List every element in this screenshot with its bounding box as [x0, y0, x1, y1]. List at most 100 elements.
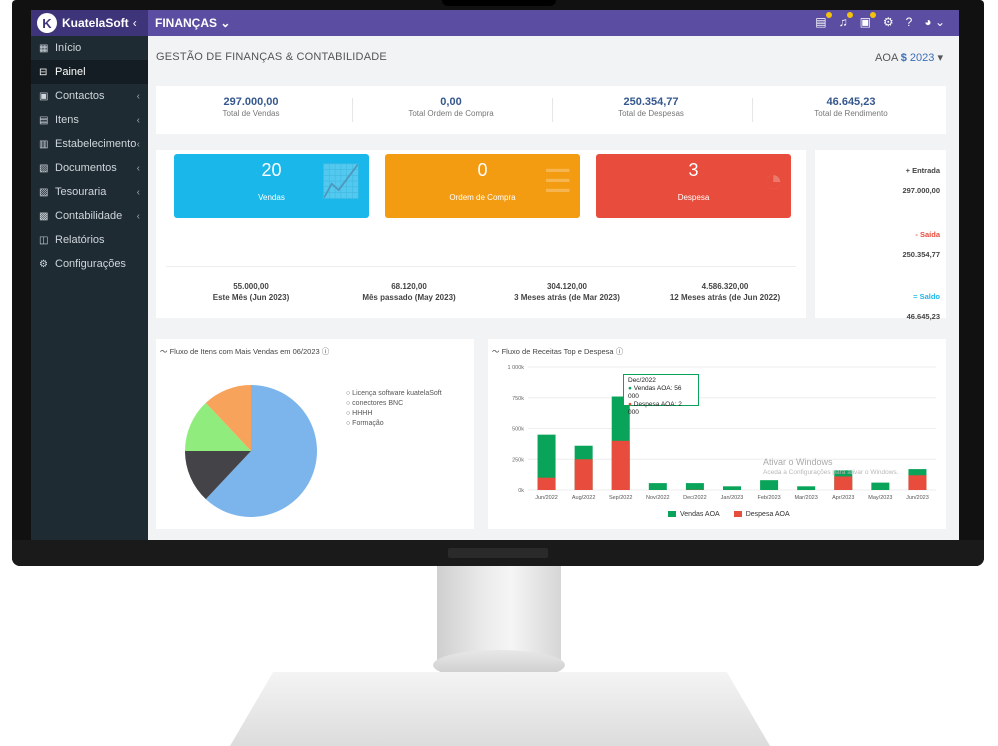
stat-label: Total de Vendas [222, 109, 280, 118]
bar-expense[interactable] [537, 477, 556, 490]
sidebar-item-documentos[interactable]: ▧ Documentos ‹ [31, 156, 148, 180]
sidebar-item-estabelecimento[interactable]: ▥ Estabelecimento ‹ [31, 132, 148, 156]
pie-legend-item[interactable]: ○ Formação [346, 420, 384, 427]
sidebar-item-itens[interactable]: ▤ Itens ‹ [31, 108, 148, 132]
bar-expense[interactable] [611, 440, 630, 490]
sidebar-item-label: Contabilidade [55, 210, 123, 222]
x-tick-label: Feb/2023 [757, 495, 780, 501]
x-tick-label: Jun/2023 [906, 495, 929, 501]
sidebar-item-relatorios[interactable]: ◫ Relatórios [31, 228, 148, 252]
sales-card[interactable]: 20 Vendas 📈 [174, 154, 369, 218]
bar-legend: Vendas AOA Despesa AOA [668, 511, 790, 518]
module-label: FINANÇAS [155, 16, 217, 30]
bar-sales[interactable] [871, 482, 890, 490]
chevron-down-icon: ⌄ [220, 16, 231, 30]
chevron-left-icon: ‹ [136, 90, 140, 102]
help-icon[interactable]: ? [905, 15, 913, 29]
x-tick-label: Dec/2022 [683, 495, 707, 501]
bar-expense[interactable] [574, 459, 593, 490]
sidebar-item-inicio[interactable]: ▦ Início [31, 36, 148, 60]
bar-chart-panel: 〜 Fluxo de Receitas Top e Despesa ⓘ 0k 25… [488, 339, 946, 529]
tasks-icon[interactable]: ▣ [860, 12, 876, 29]
stat-purchase-orders: 0,00 Total Ordem de Compra [356, 96, 546, 118]
stat-sales: 297.000,00 Total de Vendas [156, 96, 346, 118]
inflow-value: 297.000,00 [902, 186, 940, 195]
pie-slice[interactable] [205, 385, 317, 517]
bell-icon[interactable]: ♫ [839, 12, 853, 29]
x-tick-label: Sep/2022 [609, 495, 633, 501]
bar-chart: 0k 250k 500k 750k 1 000k Jun/2022 Aug/2022 Sep/… [507, 365, 936, 501]
period-last-month: 68.120,00 Mês passado (May 2023) [314, 282, 504, 302]
brand-logo: K [37, 13, 57, 33]
trend-chart-icon: 📈 [321, 163, 361, 199]
bar-legend-item[interactable]: Despesa AOA [733, 511, 790, 518]
sidebar-item-label: Contactos [55, 90, 105, 102]
sidebar-item-label: Início [55, 42, 82, 54]
y-tick-label: 500k [512, 427, 524, 433]
documents-icon: ▧ [39, 162, 49, 174]
sidebar-item-configuracoes[interactable]: ⚙ Configurações [31, 252, 148, 276]
bar-sales[interactable] [760, 480, 779, 490]
y-tick-label: 1 000k [507, 365, 524, 371]
year-selector[interactable]: AOA $ 2023 ▾ [875, 51, 943, 64]
calendar-icon[interactable]: ▤ [815, 12, 832, 29]
cards-panel: 20 Vendas 📈 0 Ordem de Compra ☰ 3 Despes… [156, 150, 806, 318]
y-tick-label: 0k [518, 488, 524, 494]
x-tick-label: Aug/2022 [572, 495, 596, 501]
outflow-label: - Saída [915, 230, 940, 239]
stat-value: 297.000,00 [223, 96, 279, 108]
x-tick-label: Mar/2023 [795, 495, 818, 501]
card-label: Ordem de Compra [449, 193, 516, 202]
settings-icon[interactable]: ⚙ [882, 15, 894, 29]
collapse-sidebar-icon[interactable]: ‹ [132, 16, 137, 30]
period-label: 3 Meses atrás (de Mar 2023) [514, 293, 620, 302]
purchase-order-card[interactable]: 0 Ordem de Compra ☰ [385, 154, 580, 218]
bar-legend-item[interactable]: Vendas AOA [668, 511, 720, 518]
pie-chart-icon: ◔ [763, 162, 783, 198]
treasury-icon: ▨ [39, 186, 49, 198]
bar-sales[interactable] [537, 434, 556, 490]
avatar[interactable]: ◕ ⌄ [924, 15, 945, 29]
x-tick-label: Jan/2023 [721, 495, 744, 501]
sidebar-item-contabilidade[interactable]: ▩ Contabilidade ‹ [31, 204, 148, 228]
home-icon: ▦ [39, 42, 49, 54]
period-value: 4.586.320,00 [701, 282, 749, 291]
period-value: 55.000,00 [233, 282, 269, 291]
x-tick-label: May/2023 [868, 495, 892, 501]
windows-activation-hint: Aceda a Configurações para ativar o Wind… [763, 469, 899, 476]
module-selector[interactable]: FINANÇAS ⌄ [155, 16, 230, 30]
pie-legend-item[interactable]: ○ Licença software kuatelaSoft [346, 390, 442, 397]
bar-sales[interactable] [797, 486, 816, 490]
x-tick-label: Jun/2022 [535, 495, 558, 501]
monitor-camera [442, 0, 556, 6]
pie-legend-item[interactable]: ○ HHHH [346, 410, 373, 417]
brand[interactable]: K KuatelaSoft ‹ [31, 10, 148, 36]
stat-label: Total de Despesas [618, 109, 684, 118]
pie-slice[interactable] [185, 451, 251, 500]
bar-sales[interactable] [685, 483, 704, 490]
sidebar-item-label: Tesouraria [55, 186, 107, 198]
pie-legend-item[interactable]: ○ conectores BNC [346, 400, 404, 407]
pie-slice[interactable] [185, 402, 251, 451]
pie-chart [185, 385, 317, 517]
sidebar-item-painel[interactable]: ⊟ Painel [31, 60, 148, 84]
building-icon: ▥ [39, 138, 49, 150]
x-tick-label: Nov/2022 [646, 495, 670, 501]
chevron-left-icon: ‹ [136, 138, 140, 150]
stat-income: 46.645,23 Total de Rendimento [756, 96, 946, 118]
bar-sales[interactable] [723, 486, 741, 490]
dashboard-icon: ⊟ [39, 66, 48, 78]
pie-legend: ○ Licença software kuatelaSoft ○ conector… [346, 389, 442, 429]
pie-chart-panel: 〜 Fluxo de Itens com Mais Vendas em 06/2… [156, 339, 474, 529]
cash-flow-panel: + Entrada 297.000,00 - Saída 250.354,77 … [815, 150, 946, 321]
y-tick-label: 750k [512, 396, 524, 402]
bar-expense[interactable] [834, 476, 853, 490]
sidebar-item-tesouraria[interactable]: ▨ Tesouraria ‹ [31, 180, 148, 204]
bar-sales[interactable] [648, 483, 667, 490]
pie-slice[interactable] [205, 385, 251, 451]
chevron-left-icon: ‹ [136, 162, 140, 174]
sidebar-item-label: Documentos [55, 162, 117, 174]
bar-expense[interactable] [908, 475, 927, 490]
expense-card[interactable]: 3 Despesa ◔ [596, 154, 791, 218]
sidebar-item-contactos[interactable]: ▣ Contactos ‹ [31, 84, 148, 108]
